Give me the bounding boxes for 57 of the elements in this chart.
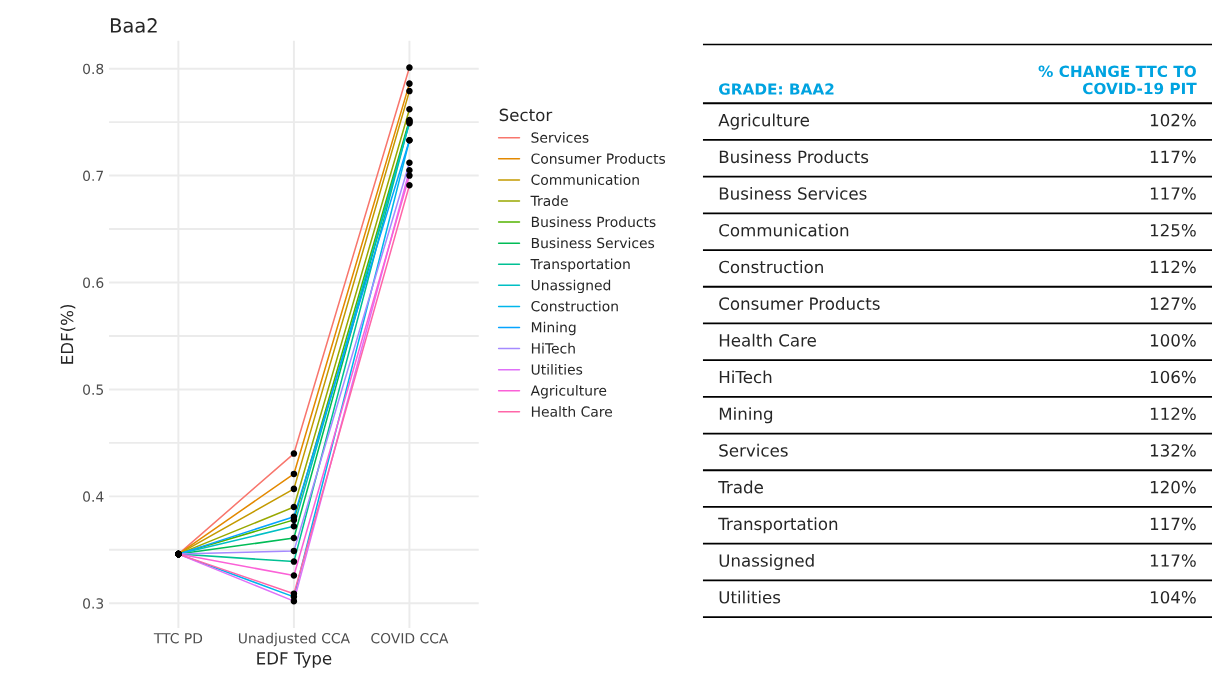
y-tick-label: 0.5 xyxy=(83,384,104,395)
text: 132% xyxy=(1150,444,1196,457)
x-tick-label: Unadjusted CCA xyxy=(238,632,350,647)
text: 106% xyxy=(1150,370,1196,384)
text: 104% xyxy=(1150,590,1196,604)
category-label: Services xyxy=(719,443,788,457)
category-label: Construction xyxy=(719,260,823,274)
text: 100% xyxy=(1150,334,1196,347)
text: GRADE: BAA2 xyxy=(718,83,834,95)
legend-label: Transportation xyxy=(530,258,630,272)
text: 102% xyxy=(1150,113,1196,127)
category-label: Communication xyxy=(719,223,849,237)
category-label: Utilities xyxy=(719,590,781,604)
y-tick-label: 0.8 xyxy=(83,63,104,75)
category-label: Business Products xyxy=(719,150,869,164)
category-label: HiTech xyxy=(719,370,772,384)
category-label: Mining xyxy=(719,407,773,424)
legend-label: Business Services xyxy=(531,237,655,249)
category-label: Agriculture xyxy=(718,113,809,130)
x-tick-label: TTC PD xyxy=(153,632,203,644)
text: 112% xyxy=(1150,407,1196,421)
chart-title: Baa2 xyxy=(110,18,157,33)
text: 117% xyxy=(1150,517,1196,531)
text: 127% xyxy=(1150,297,1196,310)
legend-label: Consumer Products xyxy=(531,153,666,164)
y-tick-label: 0.6 xyxy=(83,277,104,288)
legend-label: Health Care xyxy=(531,406,613,417)
text: 117% xyxy=(1150,554,1196,567)
legend-label: Mining xyxy=(531,321,576,336)
y-tick-label: 0.4 xyxy=(83,491,104,502)
category-label: Trade xyxy=(718,480,763,494)
legend-label: Unassigned xyxy=(531,279,611,294)
y-tick-label: 0.7 xyxy=(83,170,104,182)
text: 125% xyxy=(1150,223,1196,237)
category-label: Health Care xyxy=(719,333,816,347)
legend-label: Agriculture xyxy=(530,385,607,399)
legend-label: Services xyxy=(531,132,589,143)
text: % CHANGE TTC TO COVID-19 PIT xyxy=(1038,65,1197,95)
category-label: Consumer Products xyxy=(719,297,880,310)
legend-label: Business Products xyxy=(531,216,656,228)
y-axis-title: EDF(%) xyxy=(60,304,76,364)
legend-label: HiTech xyxy=(531,342,575,354)
legend-label: Construction xyxy=(531,300,618,312)
legend-label: Communication xyxy=(531,174,639,185)
text: 112% xyxy=(1150,260,1196,274)
text: 117% xyxy=(1150,150,1196,164)
text: 120% xyxy=(1150,480,1196,494)
legend-title: Sector xyxy=(499,108,553,122)
text: 117% xyxy=(1150,187,1196,200)
y-tick-label: 0.3 xyxy=(83,598,104,609)
legend-label: Utilities xyxy=(531,363,583,375)
category-label: Unassigned xyxy=(719,553,814,571)
x-axis-title: EDF Type xyxy=(257,652,332,668)
category-label: Business Services xyxy=(719,186,867,200)
x-tick-label: COVID CCA xyxy=(371,632,449,644)
category-label: Transportation xyxy=(718,517,838,534)
legend-label: Trade xyxy=(530,195,568,207)
